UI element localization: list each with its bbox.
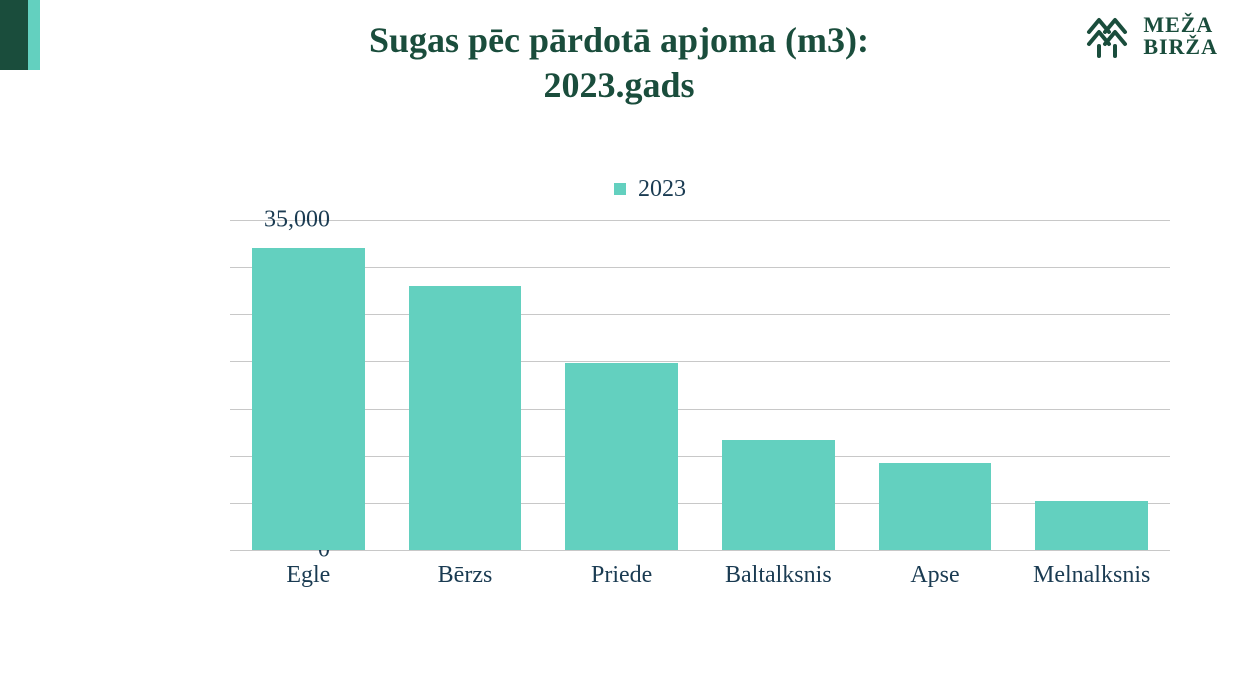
bar bbox=[722, 440, 835, 550]
bar bbox=[252, 248, 365, 550]
x-tick-label: Baltalksnis bbox=[725, 562, 832, 589]
gridline bbox=[230, 220, 1170, 221]
logo: MEŽA BIRŽA bbox=[1083, 12, 1218, 60]
logo-text: MEŽA BIRŽA bbox=[1143, 14, 1218, 58]
legend-swatch bbox=[614, 183, 626, 195]
chart-area: 2023 05,00010,00015,00020,00025,00030,00… bbox=[120, 200, 1180, 630]
x-tick-label: Bērzs bbox=[438, 562, 493, 589]
gridline bbox=[230, 456, 1170, 457]
gridline bbox=[230, 550, 1170, 551]
gridline bbox=[230, 267, 1170, 268]
legend-label: 2023 bbox=[638, 176, 686, 202]
x-tick-label: Egle bbox=[286, 562, 330, 589]
x-tick-label: Melnalksnis bbox=[1033, 562, 1150, 589]
title-line-1: Sugas pēc pārdotā apjoma (m3): bbox=[0, 18, 1238, 63]
plot-area: 05,00010,00015,00020,00025,00030,00035,0… bbox=[230, 220, 1170, 550]
x-tick-label: Apse bbox=[910, 562, 959, 589]
legend: 2023 bbox=[120, 175, 1180, 203]
bar bbox=[1035, 501, 1148, 550]
y-tick-label: 35,000 bbox=[130, 207, 330, 234]
title-line-2: 2023.gads bbox=[0, 63, 1238, 108]
gridline bbox=[230, 314, 1170, 315]
gridline bbox=[230, 409, 1170, 410]
bar bbox=[565, 363, 678, 550]
chart-title: Sugas pēc pārdotā apjoma (m3): 2023.gads bbox=[0, 18, 1238, 108]
bar bbox=[409, 286, 522, 550]
gridline bbox=[230, 361, 1170, 362]
bar bbox=[879, 463, 992, 550]
gridline bbox=[230, 503, 1170, 504]
logo-icon bbox=[1083, 12, 1135, 60]
x-tick-label: Priede bbox=[591, 562, 652, 589]
logo-line-1: MEŽA bbox=[1143, 14, 1218, 36]
logo-line-2: BIRŽA bbox=[1143, 36, 1218, 58]
